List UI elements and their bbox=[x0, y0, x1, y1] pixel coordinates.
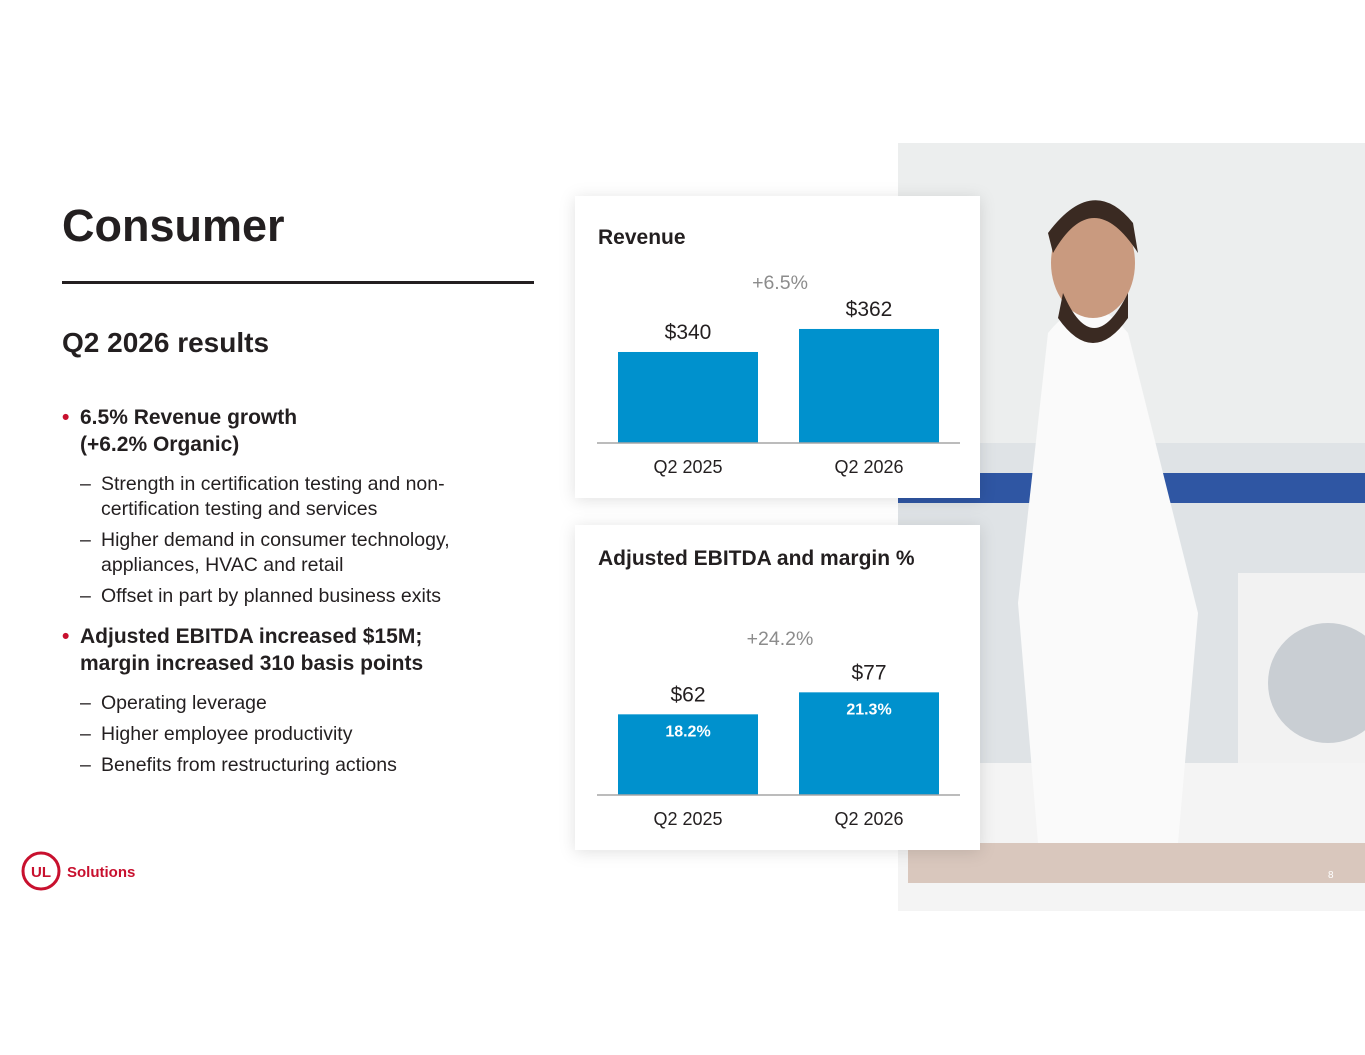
growth-annotation: +24.2% bbox=[747, 628, 814, 650]
sub-bullet: Higher employee productivity bbox=[80, 722, 481, 747]
sub-list: Strength in certification testing and no… bbox=[80, 472, 532, 609]
category-label: Q2 2026 bbox=[834, 809, 903, 829]
category-label: Q2 2025 bbox=[653, 457, 722, 477]
bar bbox=[618, 351, 758, 443]
margin-label: 18.2% bbox=[665, 723, 710, 740]
title: Consumer bbox=[62, 200, 285, 251]
title-rule bbox=[62, 281, 534, 284]
value-label: $340 bbox=[665, 321, 712, 344]
bar bbox=[799, 692, 939, 795]
bullet-text: Adjusted EBITDA increased $15M; margin i… bbox=[80, 625, 424, 675]
margin-label: 21.3% bbox=[846, 701, 891, 718]
bar bbox=[799, 328, 939, 443]
growth-annotation: +6.5% bbox=[752, 272, 808, 294]
chart-title: Revenue bbox=[598, 226, 686, 249]
svg-text:UL: UL bbox=[31, 864, 51, 881]
bullet: 6.5% Revenue growth (+6.2% Organic) Stren… bbox=[62, 404, 532, 609]
bullet-list: 6.5% Revenue growth (+6.2% Organic) Stren… bbox=[62, 404, 532, 792]
sub-bullet: Offset in part by planned business exits bbox=[80, 584, 481, 609]
sub-bullet: Operating leverage bbox=[80, 691, 481, 716]
sub-list: Operating leverage Higher employee produc… bbox=[80, 691, 532, 778]
bullet-text: 6.5% Revenue growth (+6.2% Organic) bbox=[80, 406, 298, 456]
bar bbox=[618, 714, 758, 795]
bullet: Adjusted EBITDA increased $15M; margin i… bbox=[62, 623, 532, 778]
card-bg bbox=[575, 525, 980, 850]
sub-bullet: Higher demand in consumer technology, ap… bbox=[80, 528, 481, 578]
sub-bullet: Benefits from restructuring actions bbox=[80, 753, 481, 778]
value-label: $77 bbox=[851, 661, 886, 684]
subtitle: Q2 2026 results bbox=[62, 327, 270, 358]
logo: UL Solutions bbox=[21, 851, 135, 891]
category-label: Q2 2026 bbox=[834, 457, 903, 477]
logo-text: Solutions bbox=[67, 864, 135, 881]
sub-bullet: Strength in certification testing and no… bbox=[80, 472, 481, 522]
page-number: 8 bbox=[1328, 870, 1334, 881]
value-label: $362 bbox=[846, 298, 893, 321]
chart-card bbox=[575, 525, 980, 850]
value-label: $62 bbox=[670, 683, 705, 706]
category-label: Q2 2025 bbox=[653, 809, 722, 829]
chart-title: Adjusted EBITDA and margin % bbox=[598, 547, 915, 570]
